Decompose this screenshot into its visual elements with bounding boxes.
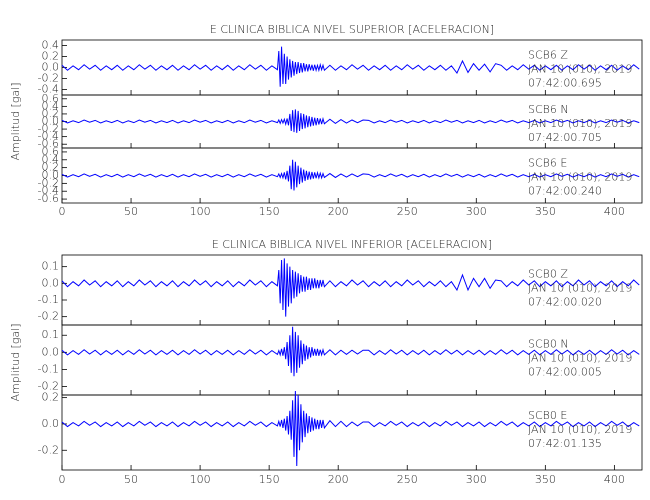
date-label: JAN 10 (010), 2019	[528, 352, 632, 365]
station-label: SCB0 Z	[528, 268, 568, 281]
date-label: JAN 10 (010), 2019	[528, 117, 632, 130]
y-tick-label: -0.2	[38, 379, 59, 392]
x-tick-label: 50	[124, 205, 138, 218]
waveform	[61, 258, 640, 317]
date-label: JAN 10 (010), 2019	[528, 170, 632, 183]
y-tick-label: -0.2	[38, 310, 59, 323]
y-tick-label: -0.4	[38, 130, 59, 143]
x-tick-label: 350	[535, 205, 556, 218]
x-tick-label: 200	[328, 473, 349, 486]
waveform	[61, 159, 640, 191]
y-axis-label: Amplitud [gal]	[9, 82, 22, 160]
y-tick-label: 0.6	[42, 92, 60, 105]
x-tick-label: 250	[397, 205, 418, 218]
y-tick-label: 0.2	[42, 50, 60, 63]
date-label: JAN 10 (010), 2019	[528, 282, 632, 295]
x-tick-label: 400	[604, 205, 625, 218]
x-tick-label: 0	[59, 205, 66, 218]
y-tick-label: -0.4	[38, 184, 59, 197]
y-tick-label: 0.0	[42, 169, 60, 182]
station-label: SCB0 E	[528, 409, 567, 422]
station-label: SCB6 N	[528, 103, 569, 116]
y-tick-label: -0.2	[38, 72, 59, 85]
y-tick-label: -0.6	[38, 137, 59, 150]
x-tick-label: 300	[466, 205, 487, 218]
y-tick-label: 0.0	[42, 276, 60, 289]
x-tick-label: 250	[397, 473, 418, 486]
y-tick-label: -0.2	[38, 443, 59, 456]
y-tick-label: -0.6	[38, 192, 59, 205]
y-tick-label: -0.2	[38, 176, 59, 189]
time-label: 07:42:00.240	[528, 184, 602, 197]
x-tick-label: 50	[124, 473, 138, 486]
date-label: JAN 10 (010), 2019	[528, 62, 632, 75]
y-tick-label: -0.2	[38, 122, 59, 135]
y-tick-label: 0.2	[42, 107, 60, 120]
x-tick-label: 200	[328, 205, 349, 218]
y-tick-label: 0.0	[42, 345, 60, 358]
chart-title: E CLINICA BIBLICA NIVEL INFERIOR [ACELER…	[212, 238, 492, 251]
y-tick-label: 0.1	[42, 328, 60, 341]
y-tick-label: 0.4	[42, 153, 60, 166]
waveform	[61, 109, 640, 133]
y-tick-label: -0.4	[38, 83, 59, 96]
time-label: 07:42:00.005	[528, 366, 602, 379]
x-tick-label: 100	[190, 205, 211, 218]
y-tick-label: 0.0	[42, 61, 60, 74]
waveform	[61, 391, 640, 467]
station-label: SCB6 E	[528, 156, 567, 169]
station-label: SCB0 N	[528, 338, 569, 351]
x-tick-label: 350	[535, 473, 556, 486]
y-tick-label: -0.1	[38, 362, 59, 375]
panel-frame	[61, 394, 643, 471]
x-tick-label: 150	[259, 473, 280, 486]
y-tick-label: 0.4	[42, 99, 60, 112]
y-axis-label: Amplitud [gal]	[9, 323, 22, 401]
time-label: 07:42:00.695	[528, 76, 602, 89]
x-tick-label: 150	[259, 205, 280, 218]
time-label: 07:42:00.705	[528, 131, 602, 144]
y-tick-label: -0.1	[38, 293, 59, 306]
x-tick-label: 300	[466, 473, 487, 486]
y-tick-label: 0.1	[42, 260, 60, 273]
y-tick-label: 0.2	[42, 161, 60, 174]
y-tick-label: 0.2	[42, 391, 60, 404]
waveform	[61, 326, 640, 377]
waveform	[61, 46, 640, 87]
date-label: JAN 10 (010), 2019	[528, 423, 632, 436]
y-tick-label: 0.0	[42, 417, 60, 430]
chart-title: E CLINICA BIBLICA NIVEL SUPERIOR [ACELER…	[210, 23, 494, 36]
y-tick-label: 0.6	[42, 145, 60, 158]
x-tick-label: 0	[59, 473, 66, 486]
time-label: 07:42:00.020	[528, 296, 602, 309]
y-tick-label: 0.0	[42, 115, 60, 128]
time-label: 07:42:01.135	[528, 437, 602, 450]
x-tick-label: 400	[604, 473, 625, 486]
y-tick-label: 0.4	[42, 39, 60, 52]
x-tick-label: 100	[190, 473, 211, 486]
station-label: SCB6 Z	[528, 48, 568, 61]
